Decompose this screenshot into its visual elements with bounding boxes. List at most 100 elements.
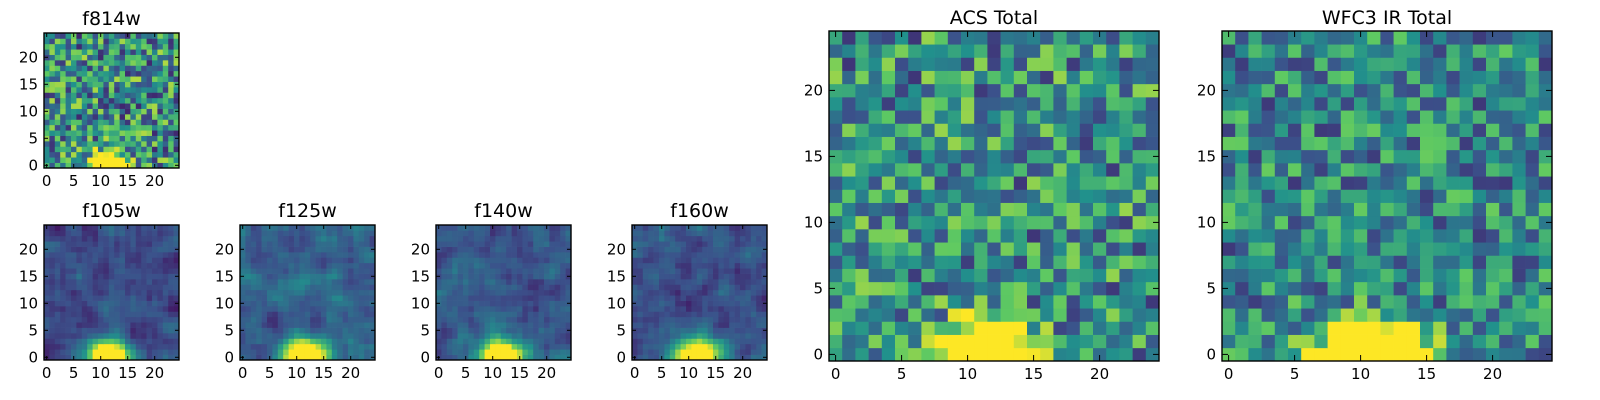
heatmap-cell [87, 279, 93, 285]
heatmap-cell [517, 295, 523, 301]
heatmap-cell [353, 289, 360, 296]
heatmap-cell [506, 349, 512, 355]
heatmap-cell [484, 327, 491, 334]
heatmap-cell [1106, 321, 1120, 335]
heatmap-cell [1301, 110, 1315, 124]
heatmap-cell [463, 241, 469, 247]
heatmap-cell [1248, 308, 1262, 322]
heatmap-cell [1406, 268, 1421, 283]
heatmap-cell [54, 327, 61, 334]
heatmap-cell [1538, 163, 1553, 177]
heatmap-cell [653, 300, 660, 307]
heatmap-cell [162, 241, 169, 247]
heatmap-cell [1340, 215, 1355, 230]
heatmap-cell [1327, 295, 1342, 309]
heatmap-cell [463, 327, 469, 334]
heatmap-cell [162, 225, 169, 231]
heatmap-cell [1420, 295, 1434, 309]
heatmap-cell [321, 289, 327, 296]
heatmap-cell [108, 108, 115, 115]
heatmap-cell [331, 354, 338, 361]
heatmap-cell [326, 300, 333, 307]
heatmap-cell [135, 268, 142, 274]
heatmap-cell [168, 162, 174, 169]
heatmap-cell [315, 235, 322, 242]
heatmap-cell [855, 57, 869, 71]
heatmap-cell [256, 295, 262, 301]
heatmap-cell [65, 235, 72, 242]
heatmap-cell [277, 252, 284, 258]
heatmap-cells [829, 31, 1160, 362]
heatmap-cell [868, 295, 883, 309]
heatmap-cell [321, 349, 327, 355]
heatmap-cell [961, 163, 975, 177]
heatmap-cell [283, 295, 289, 301]
heatmap-cell [1486, 295, 1500, 309]
x-tick-label: 20 [537, 364, 556, 382]
heatmap-cell [162, 70, 169, 77]
heatmap-cell [108, 60, 115, 66]
heatmap-cell [54, 108, 61, 115]
heatmap-cell [680, 349, 687, 355]
heatmap-cell [54, 103, 61, 109]
heatmap-cell [168, 92, 174, 99]
heatmap-cell [146, 333, 153, 339]
heatmap-cell [740, 257, 746, 264]
heatmap-cell [135, 97, 142, 104]
heatmap-cell [669, 349, 676, 355]
heatmap-cell [506, 252, 512, 258]
heatmap-cell [130, 60, 137, 66]
heatmap-cell [135, 119, 142, 126]
heatmap-cell [256, 354, 262, 361]
heatmap-cell [1380, 334, 1394, 349]
heatmap-cell [348, 284, 354, 291]
heatmap-cell [463, 295, 469, 301]
heatmap-cell [686, 262, 692, 269]
heatmap-cell [1301, 31, 1315, 45]
heatmap-cell [961, 347, 975, 362]
heatmap-cell [283, 311, 289, 318]
heatmap-cell [1314, 202, 1328, 217]
heatmap-cell [463, 300, 469, 307]
heatmap-cell [342, 300, 349, 307]
heatmap-cell [125, 246, 131, 253]
heatmap-cell [44, 230, 50, 237]
heatmap-cell [337, 235, 343, 242]
heatmap-cell [632, 306, 638, 312]
heatmap-cell [1314, 57, 1328, 71]
heatmap-cell [1301, 123, 1315, 137]
heatmap-cell [65, 262, 72, 269]
heatmap-cell [1053, 44, 1067, 58]
heatmap-cell [1119, 281, 1133, 296]
heatmap-cell [750, 327, 757, 334]
heatmap-cell [1486, 83, 1500, 98]
heatmap-cell [1472, 215, 1487, 230]
heatmap-cell [331, 273, 338, 280]
heatmap-cell [436, 289, 442, 296]
heatmap-cell [527, 241, 534, 247]
heatmap-cell [87, 349, 93, 355]
heatmap-cell [49, 289, 56, 296]
heatmap-cell [348, 316, 354, 323]
heatmap-cell [734, 322, 741, 328]
heatmap-cell [713, 268, 719, 274]
heatmap-cell [734, 225, 741, 231]
heatmap-cell [1145, 123, 1160, 137]
heatmap-cell [71, 306, 77, 312]
heatmap-cell [560, 241, 566, 247]
heatmap-cell [653, 289, 660, 296]
heatmap-cell [114, 43, 120, 50]
heatmap-cell [436, 257, 442, 264]
heatmap-cell [1000, 189, 1015, 203]
heatmap-cell [707, 322, 714, 328]
heatmap-cell [272, 225, 279, 231]
heatmap-cell [1433, 44, 1447, 58]
heatmap-cell [463, 235, 469, 242]
heatmap-cell [76, 311, 83, 318]
heatmap-cell [342, 225, 349, 231]
heatmap-cell [152, 322, 158, 328]
heatmap-cell [1512, 268, 1526, 283]
heatmap-cell [1538, 321, 1553, 335]
heatmap-cell [125, 273, 131, 280]
